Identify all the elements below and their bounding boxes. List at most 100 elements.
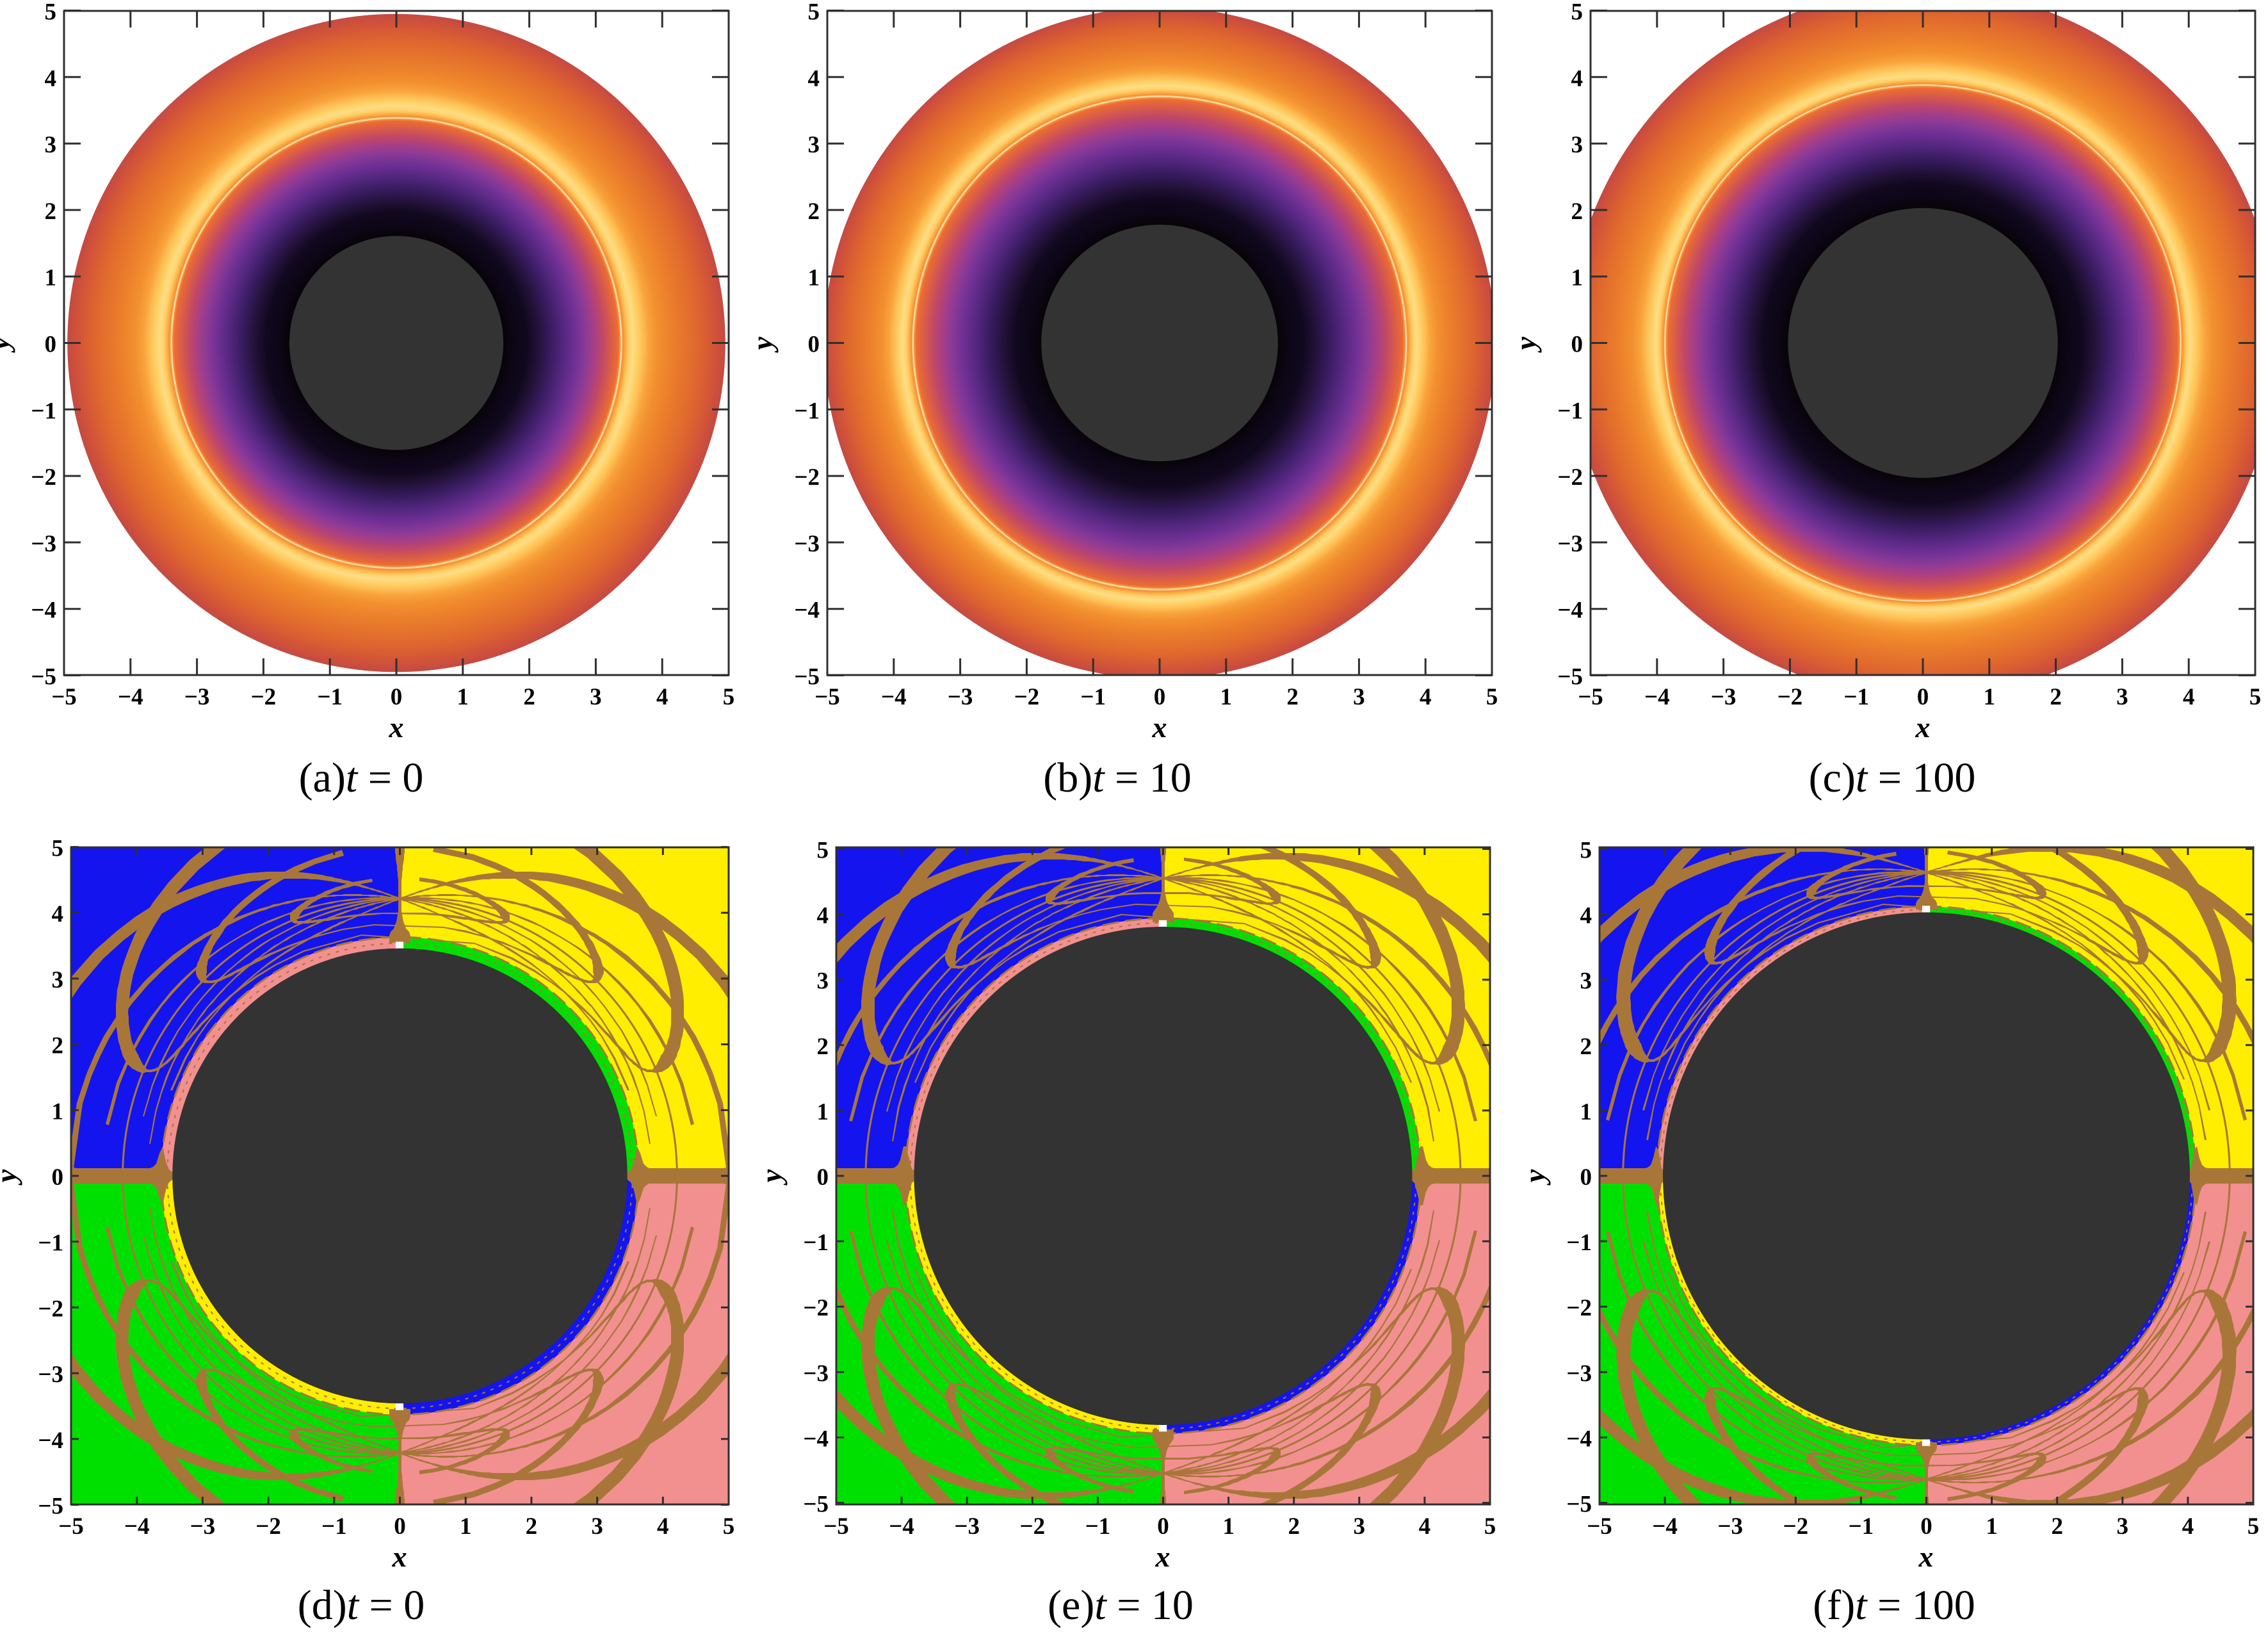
svg-text:−1: −1 [1566, 1230, 1592, 1256]
svg-text:(d)t = 0: (d)t = 0 [298, 1582, 425, 1629]
svg-text:5: 5 [45, 0, 57, 26]
svg-text:−1: −1 [794, 398, 820, 424]
svg-text:5: 5 [723, 684, 735, 710]
svg-text:−5: −5 [31, 664, 56, 690]
svg-text:−1: −1 [31, 398, 56, 424]
svg-text:4: 4 [52, 901, 64, 927]
svg-text:2: 2 [1580, 1034, 1592, 1060]
svg-text:5: 5 [1580, 838, 1592, 864]
svg-text:−2: −2 [251, 684, 277, 710]
svg-text:4: 4 [45, 65, 57, 92]
svg-text:−4: −4 [124, 1513, 150, 1540]
svg-text:x: x [1155, 1540, 1170, 1573]
svg-text:−1: −1 [317, 684, 343, 710]
svg-text:−1: −1 [321, 1513, 347, 1540]
svg-text:1: 1 [1222, 1513, 1235, 1540]
svg-text:5: 5 [723, 1513, 735, 1540]
svg-text:5: 5 [2249, 684, 2262, 710]
svg-text:−3: −3 [1711, 684, 1737, 710]
svg-text:4: 4 [656, 684, 668, 710]
svg-text:−4: −4 [803, 1426, 829, 1452]
svg-text:x: x [1152, 711, 1167, 744]
svg-text:3: 3 [1353, 684, 1365, 710]
svg-text:−2: −2 [1778, 684, 1803, 710]
svg-text:3: 3 [1354, 1513, 1366, 1540]
svg-text:−3: −3 [1717, 1513, 1743, 1540]
svg-text:2: 2 [526, 1513, 538, 1540]
svg-text:0: 0 [394, 1513, 406, 1540]
svg-text:5: 5 [52, 836, 64, 862]
svg-text:3: 3 [590, 684, 602, 710]
svg-text:2: 2 [523, 684, 535, 710]
svg-text:0: 0 [1157, 1513, 1169, 1540]
svg-text:(f)t = 100: (f)t = 100 [1813, 1582, 1975, 1629]
svg-text:−2: −2 [38, 1296, 63, 1322]
svg-text:0: 0 [45, 332, 57, 358]
svg-text:−5: −5 [803, 1492, 829, 1518]
svg-text:−2: −2 [1783, 1513, 1809, 1540]
svg-text:(c)t = 100: (c)t = 100 [1809, 754, 1976, 801]
svg-text:−1: −1 [1557, 398, 1583, 424]
svg-text:y: y [1518, 1169, 1551, 1185]
svg-text:1: 1 [1580, 1099, 1592, 1125]
svg-text:1: 1 [1986, 1513, 1998, 1540]
svg-text:4: 4 [2183, 684, 2195, 710]
svg-text:−5: −5 [823, 1513, 849, 1540]
svg-text:2: 2 [52, 1033, 64, 1059]
svg-text:−1: −1 [803, 1230, 829, 1256]
svg-text:5: 5 [1484, 1513, 1496, 1540]
svg-text:−3: −3 [38, 1362, 63, 1388]
svg-text:1: 1 [1220, 684, 1233, 710]
svg-text:−2: −2 [1014, 684, 1040, 710]
svg-text:3: 3 [45, 132, 57, 158]
svg-text:−4: −4 [118, 684, 143, 710]
svg-text:−4: −4 [794, 598, 820, 624]
svg-text:−5: −5 [1587, 1513, 1612, 1540]
svg-text:4: 4 [657, 1513, 669, 1540]
svg-text:−3: −3 [184, 684, 210, 710]
svg-text:−5: −5 [1566, 1492, 1592, 1518]
svg-text:2: 2 [808, 199, 820, 225]
svg-text:4: 4 [817, 903, 829, 929]
svg-text:4: 4 [1580, 903, 1592, 929]
svg-text:0: 0 [391, 684, 403, 710]
svg-text:3: 3 [2116, 684, 2128, 710]
svg-text:4: 4 [1419, 1513, 1431, 1540]
svg-text:−4: −4 [1566, 1426, 1592, 1452]
svg-text:(a)t = 0: (a)t = 0 [299, 754, 424, 801]
svg-text:0: 0 [817, 1164, 829, 1191]
svg-text:−4: −4 [881, 684, 907, 710]
svg-text:−4: −4 [31, 598, 56, 624]
svg-text:5: 5 [1571, 0, 1584, 26]
svg-text:y: y [0, 1169, 22, 1185]
svg-text:−3: −3 [954, 1513, 980, 1540]
svg-text:x: x [1915, 711, 1931, 744]
svg-text:−2: −2 [1020, 1513, 1046, 1540]
svg-text:5: 5 [808, 0, 820, 26]
svg-text:5: 5 [817, 838, 829, 864]
svg-text:2: 2 [817, 1034, 829, 1060]
svg-text:−3: −3 [1557, 531, 1583, 557]
svg-text:−3: −3 [803, 1360, 829, 1387]
svg-text:−3: −3 [794, 531, 820, 557]
svg-text:4: 4 [1571, 65, 1584, 92]
svg-text:0: 0 [1571, 332, 1584, 358]
svg-text:−4: −4 [889, 1513, 914, 1540]
svg-text:0: 0 [1920, 1513, 1932, 1540]
svg-text:−2: −2 [31, 464, 56, 491]
svg-text:2: 2 [1571, 199, 1584, 225]
svg-text:1: 1 [52, 1098, 64, 1125]
svg-text:2: 2 [2051, 1513, 2063, 1540]
svg-text:0: 0 [1154, 684, 1166, 710]
svg-text:−4: −4 [1652, 1513, 1678, 1540]
svg-text:3: 3 [591, 1513, 603, 1540]
svg-text:−2: −2 [255, 1513, 281, 1540]
svg-text:0: 0 [52, 1164, 64, 1191]
svg-text:y: y [1509, 336, 1542, 353]
svg-text:−5: −5 [58, 1513, 84, 1540]
svg-text:−3: −3 [1566, 1360, 1592, 1387]
svg-text:y: y [0, 336, 15, 353]
svg-text:1: 1 [1984, 684, 1996, 710]
svg-text:−3: −3 [948, 684, 973, 710]
svg-text:−1: −1 [1843, 684, 1869, 710]
